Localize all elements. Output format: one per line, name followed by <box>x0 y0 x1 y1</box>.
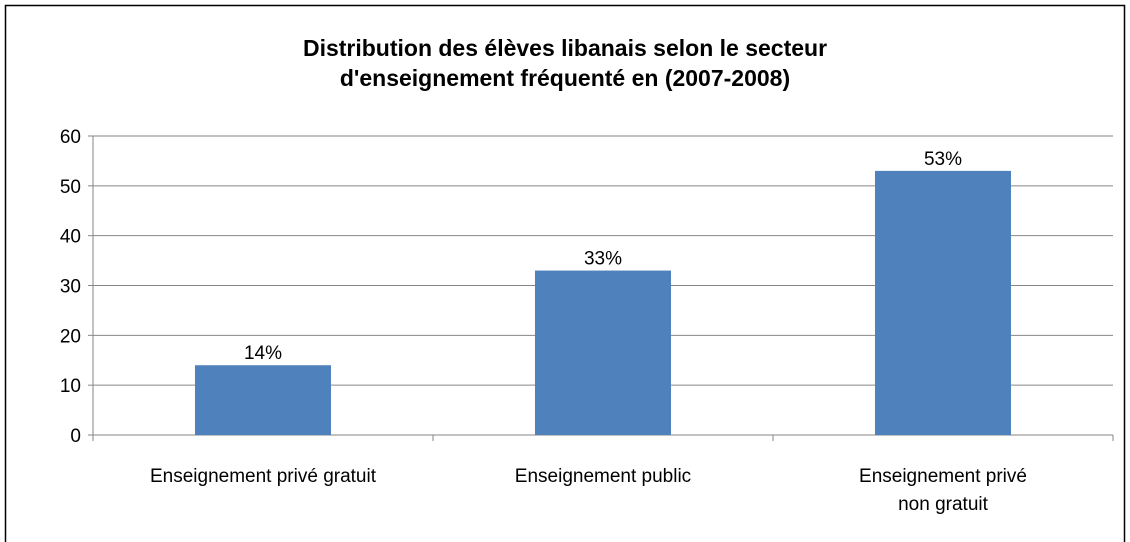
bar <box>195 365 331 435</box>
y-tick-label: 60 <box>60 127 81 148</box>
chart-title: Distribution des élèves libanais selon l… <box>303 35 827 91</box>
y-tick-label: 0 <box>70 426 81 447</box>
y-tick-label: 30 <box>60 277 81 298</box>
y-tick-label: 20 <box>60 326 81 347</box>
value-label: 53% <box>924 149 962 170</box>
value-label: 14% <box>244 343 282 364</box>
x-tick-label: Enseignement privé non gratuit <box>859 466 1027 515</box>
x-tick-label: Enseignement public <box>515 466 691 487</box>
bar <box>535 270 671 435</box>
value-label: 33% <box>584 249 622 270</box>
y-tick-label: 50 <box>60 177 81 198</box>
y-tick-label: 10 <box>60 376 81 397</box>
bar <box>875 170 1011 435</box>
x-tick-label: Enseignement privé gratuit <box>150 466 377 487</box>
y-tick-label: 40 <box>60 227 81 248</box>
